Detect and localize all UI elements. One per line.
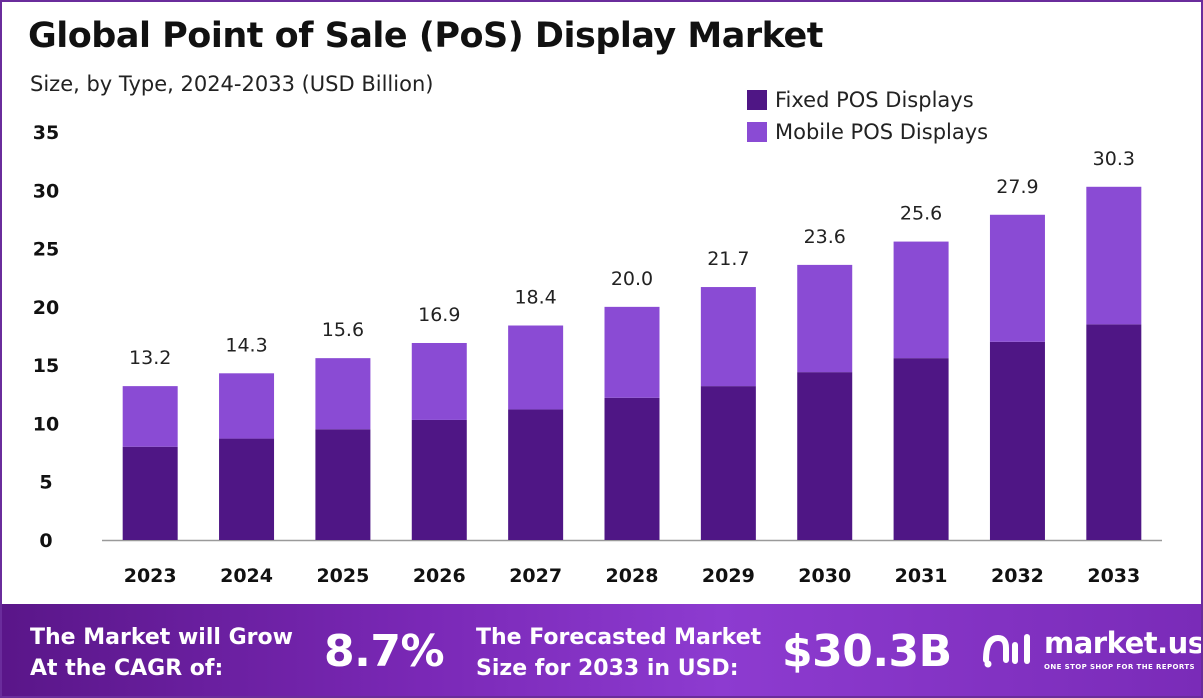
x-tick-label: 2031 bbox=[895, 565, 948, 587]
footer-banner: The Market will Grow At the CAGR of: 8.7… bbox=[2, 604, 1201, 696]
bar-total-label: 25.6 bbox=[900, 203, 942, 225]
forecast-label: The Forecasted Market Size for 2033 in U… bbox=[476, 622, 761, 684]
y-tick-label: 35 bbox=[33, 122, 59, 144]
cagr-label: The Market will Grow At the CAGR of: bbox=[30, 622, 293, 684]
bar-total-label: 30.3 bbox=[1093, 148, 1135, 170]
chart-title: Global Point of Sale (PoS) Display Marke… bbox=[28, 16, 823, 56]
legend-swatch-fixed bbox=[747, 90, 767, 110]
x-tick-label: 2024 bbox=[220, 565, 273, 587]
cagr-value: 8.7% bbox=[324, 626, 445, 677]
bar-fixed-pos-displays bbox=[219, 438, 275, 540]
bar-mobile-pos-displays bbox=[989, 214, 1045, 342]
bar-total-label: 15.6 bbox=[322, 319, 364, 341]
bar-mobile-pos-displays bbox=[411, 342, 467, 420]
forecast-value: $30.3B bbox=[782, 626, 952, 677]
market-us-logo-icon bbox=[983, 634, 1030, 668]
bar-mobile-pos-displays bbox=[122, 386, 178, 447]
bar-total-label: 27.9 bbox=[996, 176, 1038, 198]
y-tick-label: 10 bbox=[33, 413, 59, 435]
y-tick-label: 5 bbox=[39, 472, 52, 494]
x-tick-label: 2032 bbox=[991, 565, 1044, 587]
bar-fixed-pos-displays bbox=[989, 341, 1045, 540]
y-tick-label: 0 bbox=[39, 530, 52, 552]
bar-total-label: 18.4 bbox=[514, 287, 556, 309]
bar-mobile-pos-displays bbox=[797, 264, 853, 373]
x-tick-label: 2030 bbox=[798, 565, 851, 587]
stacked-bar-chart: 0510152025303513.2202314.3202415.6202516… bbox=[33, 122, 1162, 587]
bar-mobile-pos-displays bbox=[219, 373, 275, 439]
x-tick-label: 2023 bbox=[124, 565, 177, 587]
bar-fixed-pos-displays bbox=[411, 419, 467, 540]
bar-fixed-pos-displays bbox=[604, 397, 660, 540]
x-tick-label: 2033 bbox=[1087, 565, 1140, 587]
bar-mobile-pos-displays bbox=[604, 306, 660, 398]
legend-label-mobile: Mobile POS Displays bbox=[775, 120, 989, 144]
bar-total-label: 14.3 bbox=[225, 334, 267, 356]
x-tick-label: 2027 bbox=[509, 565, 562, 587]
y-tick-label: 15 bbox=[33, 355, 59, 377]
legend-item-fixed: Fixed POS Displays bbox=[747, 84, 988, 116]
cagr-label-line2: At the CAGR of: bbox=[30, 656, 224, 681]
forecast-label-line1: The Forecasted Market bbox=[476, 625, 762, 650]
y-tick-label: 20 bbox=[33, 297, 59, 319]
chart-subtitle: Size, by Type, 2024-2033 (USD Billion) bbox=[30, 72, 434, 96]
legend-item-mobile: Mobile POS Displays bbox=[747, 116, 988, 148]
bar-mobile-pos-displays bbox=[893, 241, 949, 359]
bar-mobile-pos-displays bbox=[700, 287, 756, 387]
bar-total-label: 20.0 bbox=[611, 268, 653, 290]
bar-mobile-pos-displays bbox=[508, 325, 564, 410]
bar-fixed-pos-displays bbox=[700, 386, 756, 540]
brand-name: market.us bbox=[1044, 626, 1203, 660]
bar-fixed-pos-displays bbox=[508, 409, 564, 540]
bar-fixed-pos-displays bbox=[315, 429, 371, 540]
bar-total-label: 13.2 bbox=[129, 347, 171, 369]
y-tick-label: 25 bbox=[33, 239, 59, 261]
brand-logo: market.us ONE STOP SHOP FOR THE REPORTS bbox=[982, 626, 1201, 676]
brand-tagline: ONE STOP SHOP FOR THE REPORTS bbox=[1044, 663, 1195, 671]
forecast-label-line2: Size for 2033 in USD: bbox=[476, 656, 739, 681]
x-tick-label: 2025 bbox=[316, 565, 369, 587]
bar-total-label: 16.9 bbox=[418, 304, 460, 326]
chart-legend: Fixed POS Displays Mobile POS Displays bbox=[747, 84, 988, 148]
bar-fixed-pos-displays bbox=[1086, 324, 1142, 540]
cagr-label-line1: The Market will Grow bbox=[30, 625, 293, 650]
bar-total-label: 21.7 bbox=[707, 248, 749, 270]
bar-fixed-pos-displays bbox=[893, 358, 949, 540]
bar-fixed-pos-displays bbox=[797, 372, 853, 540]
bar-total-label: 23.6 bbox=[804, 226, 846, 248]
x-tick-label: 2026 bbox=[413, 565, 466, 587]
x-tick-label: 2029 bbox=[702, 565, 755, 587]
bar-mobile-pos-displays bbox=[1086, 186, 1142, 325]
legend-swatch-mobile bbox=[747, 122, 767, 142]
legend-label-fixed: Fixed POS Displays bbox=[775, 88, 974, 112]
y-tick-label: 30 bbox=[33, 180, 59, 202]
bar-mobile-pos-displays bbox=[315, 358, 371, 430]
x-tick-label: 2028 bbox=[606, 565, 659, 587]
bar-fixed-pos-displays bbox=[122, 446, 178, 540]
